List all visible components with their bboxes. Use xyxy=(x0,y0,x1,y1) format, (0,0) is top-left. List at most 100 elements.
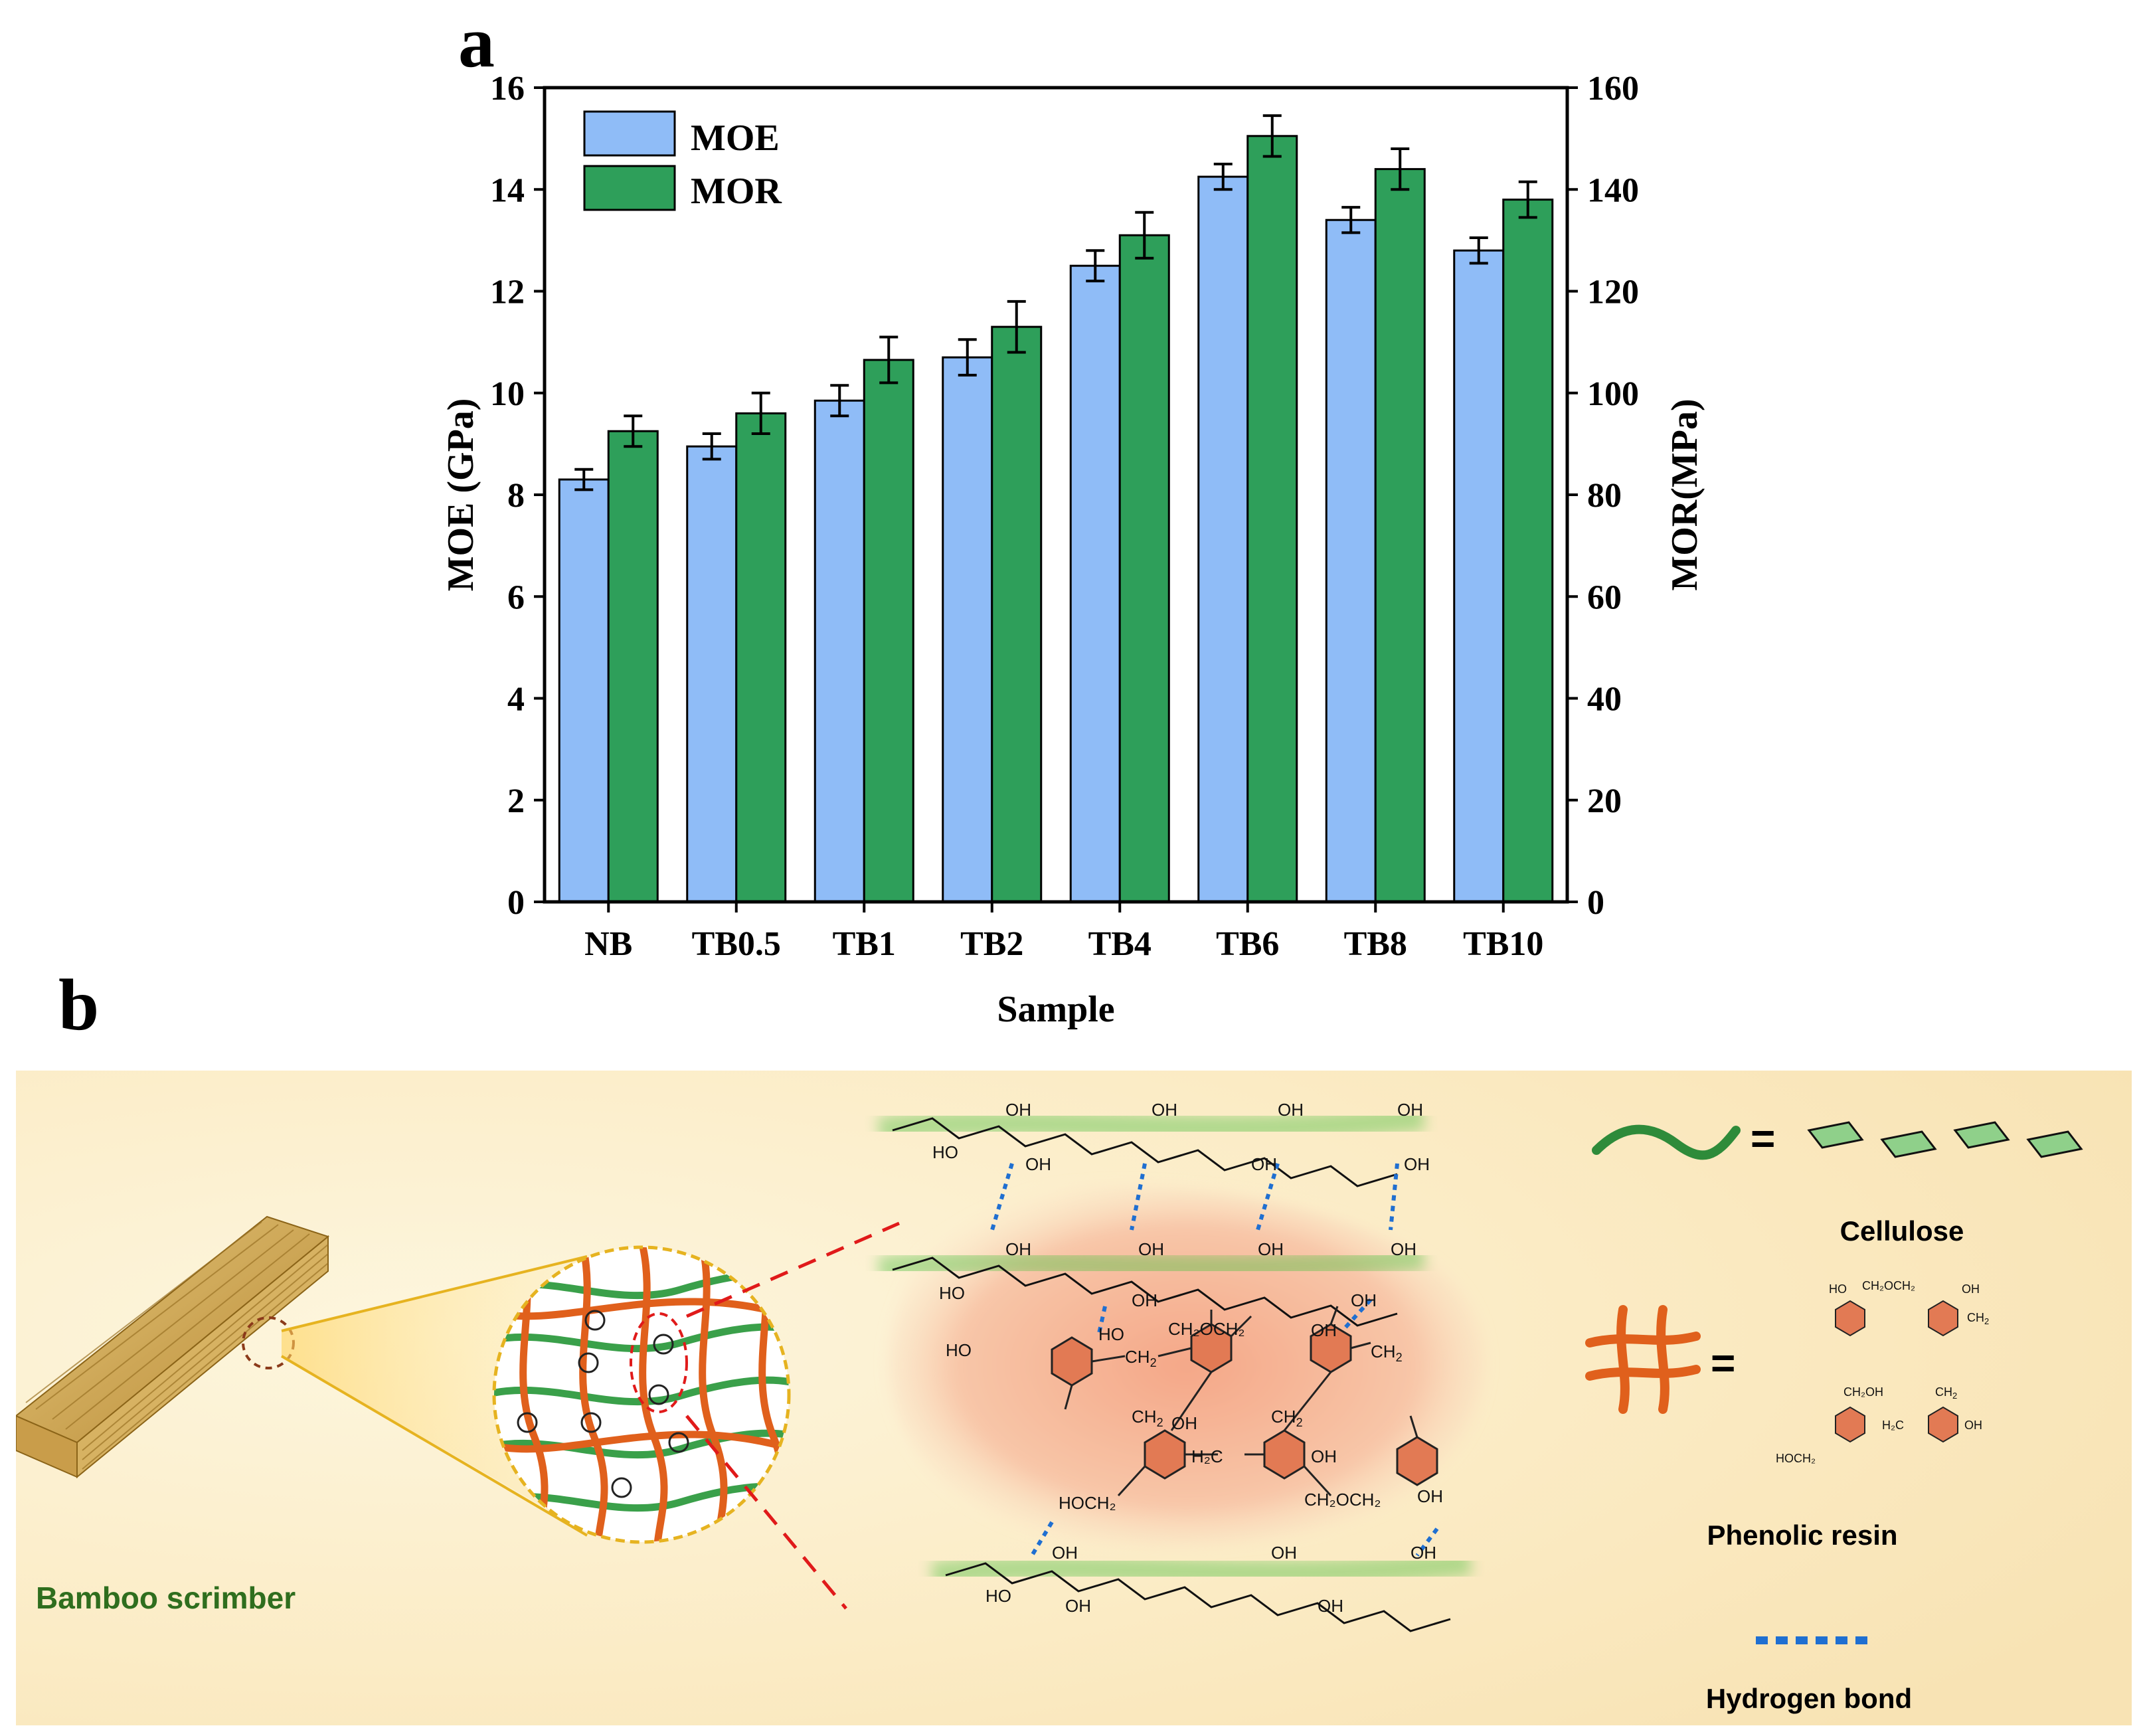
right-tick-label: 160 xyxy=(1587,70,1639,108)
svg-text:OH: OH xyxy=(1318,1596,1343,1616)
left-tick-label: 8 xyxy=(507,477,525,515)
svg-text:OH: OH xyxy=(1152,1100,1177,1120)
x-tick-label-tb10: TB10 xyxy=(1463,925,1543,963)
svg-text:CH2: CH2 xyxy=(1125,1347,1157,1369)
left-tick-label: 0 xyxy=(507,884,525,922)
bamboo-scrimber-block xyxy=(16,1215,330,1479)
svg-text:OH: OH xyxy=(1065,1596,1091,1616)
svg-text:OH: OH xyxy=(1311,1320,1337,1340)
cellulose-chain-bottom xyxy=(930,1549,1472,1632)
x-axis-ticks: NB TB0.5 TB1 TB2 TB4 TB6 TB8 TB10 xyxy=(584,902,1543,963)
error-bar-moe-tb10 xyxy=(1469,236,1488,265)
svg-text:OH: OH xyxy=(1351,1290,1377,1310)
error-bar-mor-tb1 xyxy=(879,335,899,385)
left-tick-label: 12 xyxy=(490,274,525,311)
x-tick-label-tb6: TB6 xyxy=(1216,925,1279,963)
left-tick-label: 4 xyxy=(507,681,525,719)
x-tick-label-tb8: TB8 xyxy=(1344,925,1407,963)
svg-text:OH: OH xyxy=(1258,1239,1284,1259)
error-bar-moe-tb6 xyxy=(1213,162,1233,191)
error-bar-moe-nb xyxy=(574,468,594,491)
cellulose-chain-top xyxy=(877,1104,1426,1187)
bar-moe-tb1 xyxy=(814,399,865,903)
svg-text:HO: HO xyxy=(946,1340,972,1360)
svg-text:HO: HO xyxy=(1098,1324,1124,1344)
chart-bars xyxy=(558,135,1554,903)
right-tick-label: 60 xyxy=(1587,578,1622,616)
x-tick-label-tb0.5: TB0.5 xyxy=(692,925,781,963)
error-bar-moe-tb8 xyxy=(1341,206,1361,234)
x-axis-label: Sample xyxy=(997,989,1114,1030)
svg-text:CH2: CH2 xyxy=(1371,1342,1403,1364)
cellulose-chain-middle xyxy=(877,1243,1426,1327)
svg-text:HO: HO xyxy=(932,1142,958,1162)
right-axis-label: MOR(MPa) xyxy=(1664,398,1705,590)
phenolic-resin-legend-structure xyxy=(1835,1300,1958,1443)
svg-text:OH: OH xyxy=(1138,1239,1164,1259)
left-tick-label: 10 xyxy=(490,375,525,413)
legend: MOE MOR xyxy=(583,110,782,212)
svg-text:OH: OH xyxy=(1171,1413,1197,1433)
error-bar-moe-tb2 xyxy=(958,338,977,377)
right-tick-label: 100 xyxy=(1587,375,1639,413)
bar-moe-tb2 xyxy=(942,356,993,903)
cellulose-structure xyxy=(1807,1121,2083,1158)
svg-text:CH2: CH2 xyxy=(1132,1407,1163,1429)
x-tick-label-tb2: TB2 xyxy=(960,925,1023,963)
svg-text:OH: OH xyxy=(1271,1543,1297,1563)
svg-text:HOCH₂: HOCH₂ xyxy=(1059,1493,1116,1513)
svg-text:HOCH₂: HOCH₂ xyxy=(1776,1452,1816,1465)
svg-text:H₂C: H₂C xyxy=(1882,1419,1904,1432)
left-axis-ticks: 0 2 4 6 8 10 12 14 16 xyxy=(490,70,545,922)
svg-text:HO: HO xyxy=(985,1586,1011,1606)
left-tick-label: 2 xyxy=(507,782,525,820)
panel-label-b: b xyxy=(58,964,100,1045)
left-tick-label: 6 xyxy=(507,578,525,616)
bar-moe-tb8 xyxy=(1325,218,1377,903)
svg-text:OH: OH xyxy=(1251,1154,1277,1174)
svg-text:OH: OH xyxy=(1411,1543,1436,1563)
svg-text:OH: OH xyxy=(1278,1100,1304,1120)
bar-mor-tb0.5 xyxy=(735,412,787,903)
svg-text:CH2: CH2 xyxy=(1271,1407,1303,1429)
bamboo-scrimber-label: Bamboo scrimber xyxy=(36,1581,296,1615)
bar-mor-tb8 xyxy=(1374,168,1426,903)
svg-text:OH: OH xyxy=(1052,1543,1078,1563)
svg-text:HO: HO xyxy=(939,1283,965,1303)
phenolic-resin-structure: HO HO CH₂OCH₂ OH CH2 CH2 CH2 OH CH2 H₂C … xyxy=(946,1306,1443,1513)
bar-moe-nb xyxy=(558,478,610,903)
legend-label-phenolic: Phenolic resin xyxy=(1707,1519,1897,1551)
phenolic-symbol xyxy=(1585,1305,1701,1414)
svg-text:OH: OH xyxy=(1025,1154,1051,1174)
chart-error-bars xyxy=(574,114,1537,491)
svg-text:OH: OH xyxy=(1391,1239,1416,1259)
x-tick-label-tb4: TB4 xyxy=(1088,925,1152,963)
error-bar-mor-tb8 xyxy=(1391,147,1410,191)
svg-text:HO: HO xyxy=(1829,1282,1847,1296)
svg-text:CH₂OCH₂: CH₂OCH₂ xyxy=(1168,1319,1245,1339)
x-tick-label-tb1: TB1 xyxy=(833,925,896,963)
bar-moe-tb10 xyxy=(1453,249,1505,903)
svg-text:OH: OH xyxy=(1397,1100,1423,1120)
legend-label-mor: MOR xyxy=(691,171,782,212)
bar-mor-tb6 xyxy=(1246,135,1298,903)
legend-label-hbond: Hydrogen bond xyxy=(1706,1683,1912,1714)
svg-text:CH2: CH2 xyxy=(1967,1311,1989,1326)
bar-mor-tb1 xyxy=(863,359,914,903)
error-bar-mor-nb xyxy=(624,414,643,448)
schematic-legend: = Cellulose = HO CH₂OCH₂ OH CH2 CH₂OH xyxy=(1585,1114,2083,1714)
bar-moe-tb4 xyxy=(1069,264,1121,903)
legend-swatch-moe xyxy=(583,110,676,157)
error-bar-mor-tb0.5 xyxy=(751,391,770,436)
svg-text:OH: OH xyxy=(1962,1282,1980,1296)
legend-swatch-mor xyxy=(583,165,676,211)
left-tick-label: 14 xyxy=(490,171,525,209)
mechanism-schematic: OH OH OH OH HO OH OH OH OH OH OH OH HO O… xyxy=(16,1071,2132,1725)
svg-text:CH₂OCH₂: CH₂OCH₂ xyxy=(1304,1490,1381,1510)
svg-text:OH: OH xyxy=(1311,1446,1337,1466)
bar-mor-nb xyxy=(607,430,659,903)
error-bar-mor-tb4 xyxy=(1135,211,1154,260)
left-axis-label: MOE (GPa) xyxy=(440,398,481,592)
svg-text:OH: OH xyxy=(1404,1154,1430,1174)
legend-label-moe: MOE xyxy=(691,118,780,159)
